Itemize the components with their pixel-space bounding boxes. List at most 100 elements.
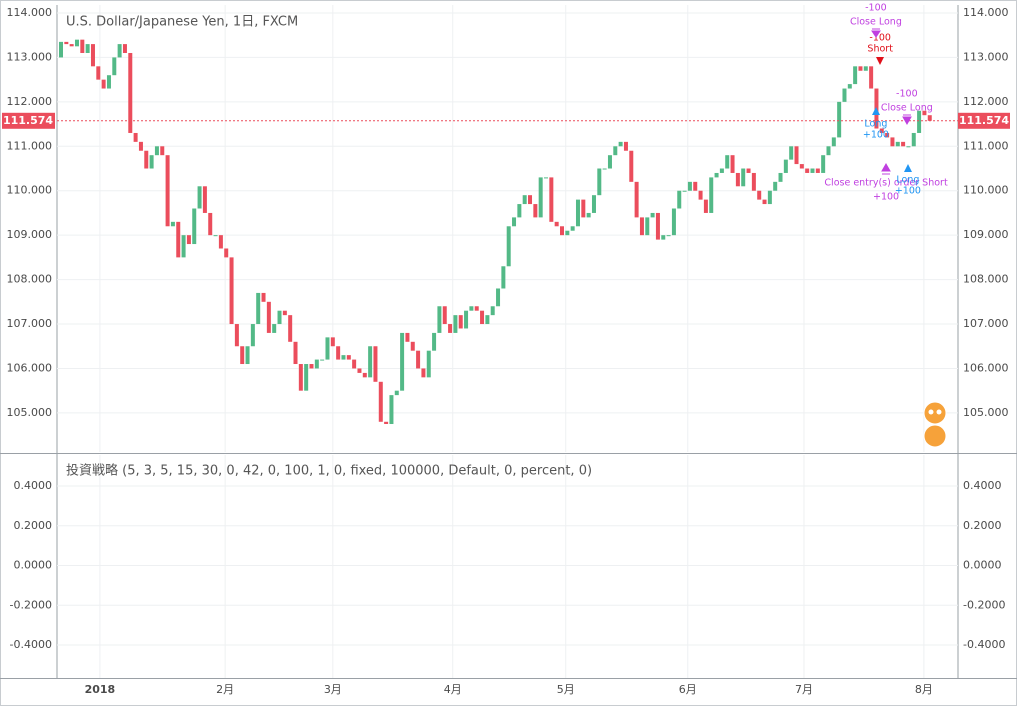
trade-label: Long (896, 175, 919, 186)
trade-label: -100 (896, 88, 918, 99)
candle (304, 364, 309, 391)
candle (869, 66, 874, 89)
candle (538, 177, 543, 218)
candle (112, 57, 117, 76)
candle (165, 155, 170, 227)
x-tick-label: 6月 (679, 683, 697, 696)
candle (437, 306, 442, 333)
x-tick-label: 7月 (795, 683, 813, 696)
candle (767, 190, 772, 205)
candle (506, 226, 511, 267)
y-tick-label: 109.000 (7, 228, 53, 241)
candle (661, 235, 666, 240)
candle (389, 395, 394, 425)
candle (778, 172, 783, 182)
y-tick-label: 105.000 (963, 406, 1009, 419)
candle (714, 172, 719, 178)
close-short-arrow (881, 162, 891, 175)
candle (565, 230, 570, 236)
candle (362, 372, 367, 378)
candle (149, 155, 154, 169)
candle (879, 128, 884, 133)
trade-label: +100 (895, 186, 921, 197)
plot: 105.000 105.000 106.000 106.000 107.000 107.0… (2, 3, 1010, 696)
trade-label: Close Long (850, 16, 902, 27)
candle (602, 168, 607, 170)
candle (847, 84, 852, 89)
candle (730, 155, 735, 173)
trade-label: Close entry(s) order Short (824, 178, 948, 189)
candle (197, 186, 202, 209)
candle (218, 235, 223, 249)
candle (213, 235, 218, 237)
candle (810, 168, 815, 173)
y-tick-label: 0.2000 (14, 519, 53, 532)
candle (298, 364, 303, 391)
candle (58, 41, 63, 58)
last-price-label: 111.574 (3, 114, 53, 127)
candle (805, 168, 810, 173)
candle (133, 132, 138, 142)
y-tick-label: -0.4000 (963, 638, 1005, 651)
short-arrow (876, 57, 884, 65)
last-price-box (958, 112, 1010, 129)
y-tick-label: 0.4000 (963, 479, 1002, 492)
y-tick-label: 107.000 (963, 317, 1009, 330)
candle (373, 346, 378, 382)
candle (352, 359, 357, 369)
y-tick-label: 106.000 (7, 361, 53, 374)
candle (634, 181, 639, 218)
y-tick-label: 108.000 (7, 273, 53, 286)
logo (923, 401, 947, 448)
candle (346, 355, 351, 360)
candle (320, 359, 325, 361)
candle (261, 292, 266, 302)
trade-label: +100 (873, 191, 899, 202)
candle (885, 132, 890, 138)
y-tick-label: 111.000 (7, 139, 53, 152)
candle (666, 235, 671, 237)
candle (378, 381, 383, 422)
candle (234, 324, 239, 347)
candle (607, 155, 612, 169)
candle (671, 208, 676, 236)
trade-label: Long (864, 119, 887, 130)
candle (368, 346, 373, 378)
candle (703, 199, 708, 213)
candle (400, 332, 405, 391)
candle (176, 221, 181, 258)
candle (309, 364, 314, 369)
candle (490, 306, 495, 316)
candle (117, 44, 122, 58)
candle (80, 39, 85, 53)
candle (826, 146, 831, 156)
candle (842, 88, 847, 102)
trade-label: -100 (869, 32, 891, 43)
y-tick-label: 108.000 (963, 273, 1009, 286)
x-tick-label: 8月 (915, 683, 933, 696)
candle (101, 79, 106, 89)
candle (639, 217, 644, 236)
candle (293, 341, 298, 365)
candle (783, 159, 788, 173)
chart-title: U.S. Dollar/Japanese Yen, 1日, FXCM (66, 15, 298, 30)
candle (693, 181, 698, 191)
candle (559, 226, 564, 236)
y-tick-label: 105.000 (7, 406, 53, 419)
candle (64, 41, 69, 45)
candle (725, 155, 730, 169)
candle (202, 186, 207, 213)
x-tick-label: 4月 (444, 683, 462, 696)
close-long-arrow (871, 28, 881, 38)
last-price-label: 111.574 (959, 114, 1009, 127)
y-tick-label: 0.0000 (963, 559, 1002, 572)
candle (687, 181, 692, 191)
long-arrow (904, 164, 912, 172)
candle (533, 204, 538, 218)
last-price-box (2, 112, 55, 129)
candle (464, 310, 469, 329)
candle (90, 44, 95, 67)
candle (799, 164, 804, 169)
candle (154, 146, 159, 156)
